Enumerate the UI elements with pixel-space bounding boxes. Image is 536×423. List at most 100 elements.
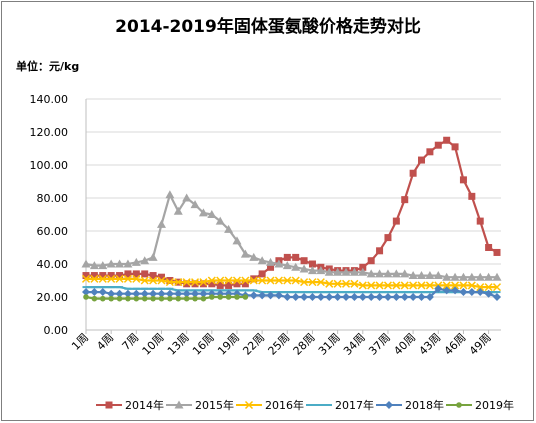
series-lines: [81, 136, 502, 302]
data-point: [165, 278, 174, 287]
x-marker-stroke: [165, 278, 174, 287]
data-point: [400, 293, 409, 301]
data-point: [443, 136, 451, 144]
data-point: [81, 259, 91, 268]
x-marker-stroke: [417, 281, 426, 290]
data-point: [459, 288, 468, 297]
data-point: [107, 272, 115, 280]
data-point: [157, 276, 166, 285]
data-point: [391, 269, 401, 278]
series-2016年: [81, 274, 502, 292]
data-point: [342, 293, 351, 301]
data-point: [131, 257, 141, 266]
data-point: [308, 260, 316, 268]
data-point: [392, 217, 400, 225]
x-marker-stroke: [358, 281, 367, 290]
x-marker-stroke: [81, 274, 91, 283]
data-point: [300, 278, 309, 287]
data-point: [116, 272, 124, 280]
data-point: [106, 259, 116, 268]
data-point: [249, 291, 258, 300]
data-point: [82, 288, 90, 297]
data-point: [484, 272, 494, 281]
data-point: [200, 295, 207, 302]
data-point: [333, 279, 342, 288]
legend-label: 2018年: [405, 398, 444, 412]
data-point: [485, 244, 493, 251]
data-point: [156, 219, 166, 228]
data-point: [376, 247, 384, 255]
data-point: [401, 196, 409, 204]
x-marker-stroke: [274, 276, 283, 285]
data-point: [224, 276, 233, 285]
data-point: [341, 279, 351, 288]
data-point: [217, 294, 224, 300]
data-point: [249, 276, 258, 285]
data-point: [409, 169, 417, 177]
data-point: [456, 402, 462, 408]
x-tick-label: 37周: [366, 331, 393, 358]
data-point: [267, 263, 275, 271]
legend-label: 2019年: [475, 398, 514, 412]
data-point: [383, 281, 392, 290]
data-point: [90, 274, 99, 283]
data-point: [115, 259, 125, 268]
data-point: [409, 293, 418, 301]
data-point: [426, 148, 434, 156]
x-marker-stroke: [442, 281, 451, 290]
data-point: [207, 210, 217, 218]
legend-label: 2017年: [335, 398, 374, 412]
data-point: [82, 272, 90, 280]
x-marker-stroke: [325, 279, 334, 288]
data-point: [417, 293, 426, 301]
data-point: [105, 401, 113, 409]
unit-label: 单位：元/kg: [16, 60, 80, 73]
legend-item: 2018年: [376, 398, 444, 412]
data-point: [450, 272, 460, 281]
legend-item: 2016年: [236, 398, 304, 412]
data-point: [116, 295, 123, 302]
data-point: [307, 266, 317, 275]
x-tick-label: 22周: [240, 331, 267, 358]
data-point: [476, 283, 485, 292]
data-point: [425, 281, 434, 290]
legend-label: 2016年: [265, 398, 304, 412]
legend-item: 2015年: [166, 398, 234, 412]
data-point: [283, 253, 291, 261]
data-point: [366, 269, 376, 278]
x-marker-stroke: [157, 276, 166, 285]
x-marker-stroke: [191, 278, 200, 287]
data-point: [191, 289, 200, 298]
data-point: [149, 272, 157, 280]
x-marker-stroke: [283, 276, 292, 285]
data-point: [467, 288, 476, 297]
x-marker-stroke: [392, 281, 401, 290]
data-point: [442, 272, 452, 281]
x-marker-stroke: [375, 281, 384, 290]
data-point: [199, 278, 208, 287]
data-point: [123, 259, 133, 268]
series-2019年: [83, 294, 249, 302]
x-marker-stroke: [476, 283, 485, 292]
data-point: [258, 291, 267, 300]
data-point: [107, 274, 116, 283]
x-marker-stroke: [350, 279, 359, 288]
data-point: [149, 276, 158, 285]
x-marker-stroke: [484, 283, 493, 292]
data-point: [140, 256, 150, 265]
x-tick-label: 1周: [69, 331, 91, 353]
data-point: [484, 289, 493, 298]
data-point: [274, 291, 283, 300]
series-line: [86, 277, 497, 289]
x-tick-label: 40周: [391, 331, 418, 358]
x-marker-stroke: [383, 281, 392, 290]
data-point: [234, 294, 240, 300]
data-point: [165, 289, 174, 298]
data-point: [459, 176, 467, 184]
data-point: [299, 264, 309, 273]
x-marker-stroke: [123, 274, 132, 283]
y-axis: 0.00 20.00 40.00 60.00 80.00 100.00 120.00 140.…: [30, 93, 87, 337]
y-tick-label: 0.00: [44, 324, 69, 337]
